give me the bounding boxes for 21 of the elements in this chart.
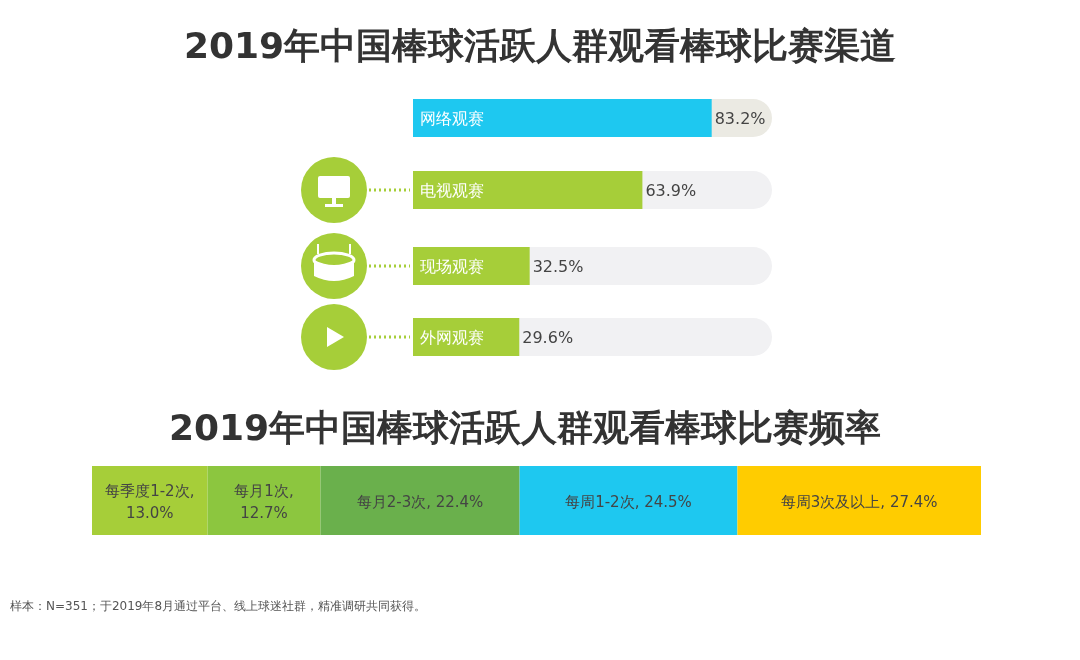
y-tick-label: 外网观赛 bbox=[420, 328, 484, 347]
bar bbox=[92, 466, 208, 535]
data-label: 29.6% bbox=[522, 328, 574, 347]
chart-title: 2019年中国棒球活跃人群观看棒球比赛渠道 bbox=[183, 25, 897, 66]
y-tick-label: 电视观赛 bbox=[420, 181, 484, 200]
data-label: 每月1次, 12.7% bbox=[234, 481, 294, 522]
data-label: 每周3次及以上, 27.4% bbox=[780, 492, 938, 511]
data-label: 63.9% bbox=[645, 181, 697, 200]
data-label: 每季度1-2次, 13.0% bbox=[105, 481, 195, 522]
bar bbox=[519, 466, 738, 535]
data-label: 每月2-3次, 22.4% bbox=[356, 492, 484, 511]
data-label: 32.5% bbox=[532, 257, 584, 276]
data-label: 每周1-2次, 24.5% bbox=[565, 492, 692, 511]
bar bbox=[320, 466, 520, 535]
data-label: 83.2% bbox=[714, 109, 766, 128]
text: 样本：N=351；于2019年8月通过平台、线上球迷社群，精准调研共同获得。 bbox=[10, 599, 427, 613]
y-tick-label: 网络观赛 bbox=[420, 109, 484, 128]
bar bbox=[737, 466, 981, 535]
chart-title: 2019年中国棒球活跃人群观看棒球比赛频率 bbox=[168, 407, 882, 448]
bar bbox=[207, 466, 321, 535]
y-tick-label: 现场观赛 bbox=[420, 257, 484, 276]
